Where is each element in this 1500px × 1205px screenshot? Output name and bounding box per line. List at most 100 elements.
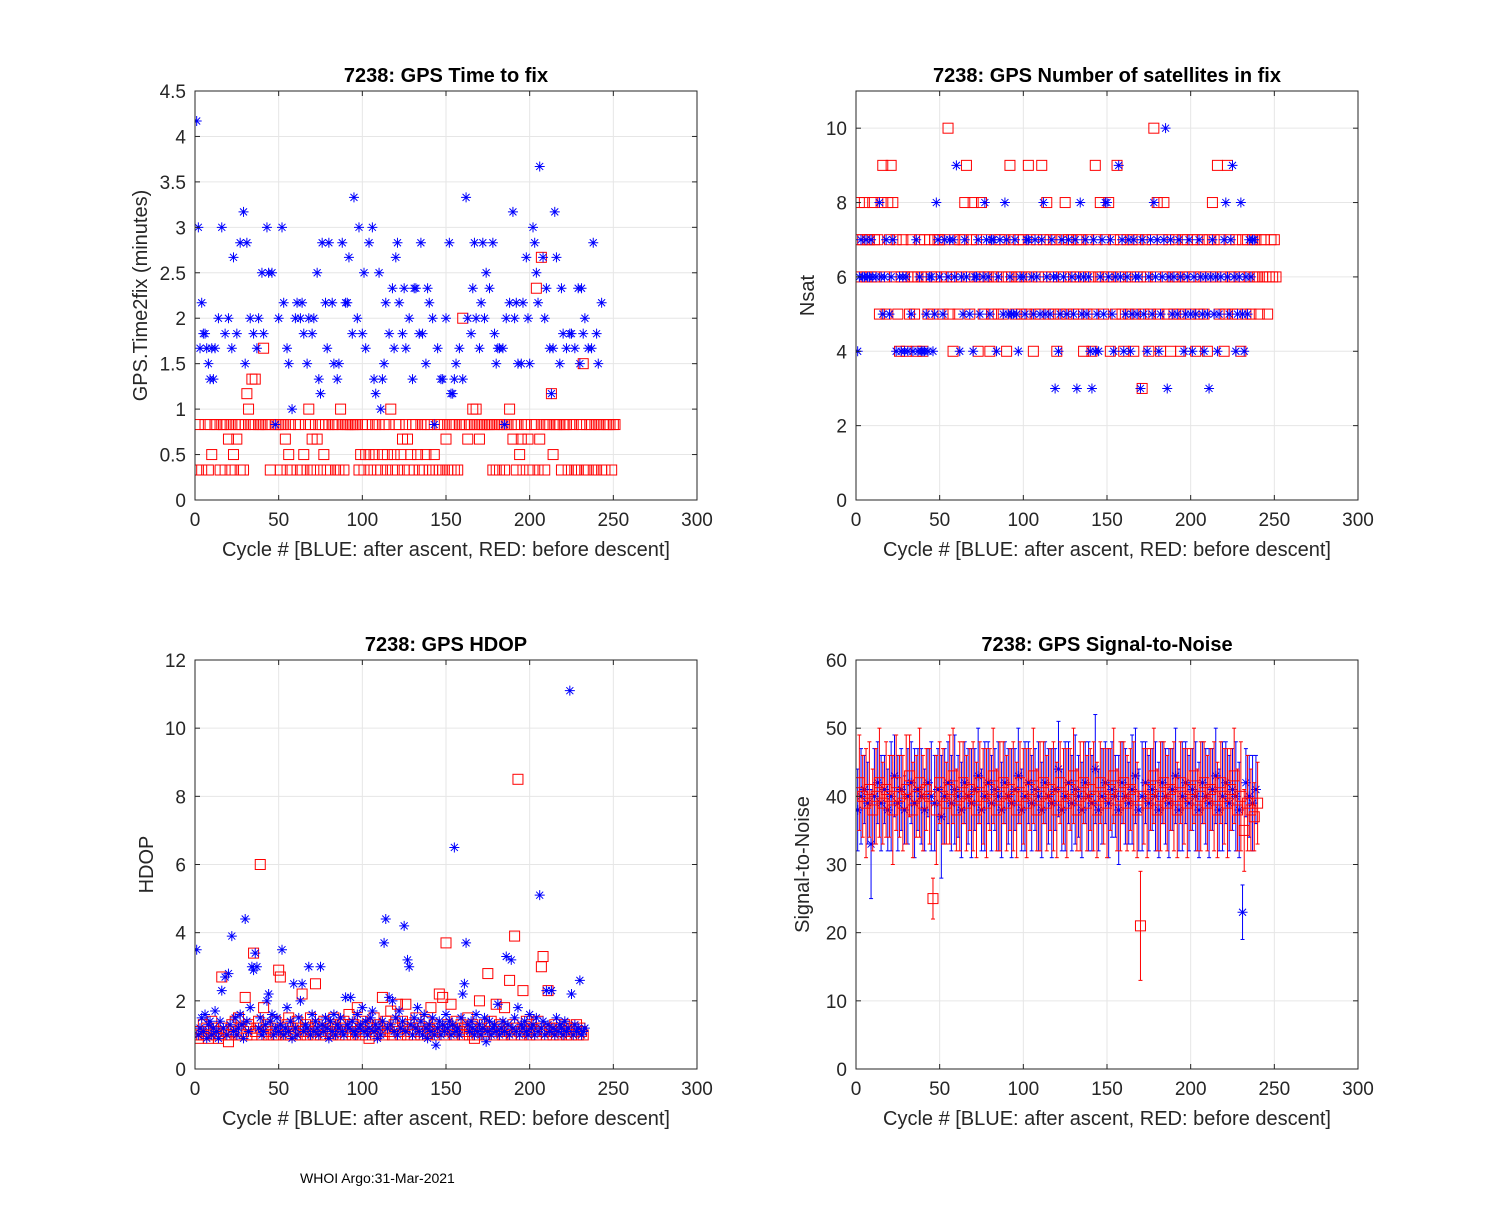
data-point-star: [983, 271, 994, 282]
data-point-star: [891, 346, 902, 357]
data-point-square: [994, 790, 1006, 802]
y-tick-label: 4: [175, 924, 186, 945]
data-point-star: [1155, 309, 1166, 320]
data-point-star: [1080, 234, 1091, 245]
data-point-star: [251, 343, 262, 354]
chart-title: 7238: GPS HDOP: [365, 634, 527, 656]
data-point-star: [551, 252, 562, 263]
data-point-star: [1219, 234, 1230, 245]
data-point-square: [243, 403, 255, 415]
data-point-square: [311, 433, 323, 445]
data-point-star: [487, 237, 498, 248]
data-point-star: [374, 267, 385, 278]
data-point-square: [522, 433, 534, 445]
data-point-star: [417, 328, 428, 339]
data-point-star: [283, 1026, 294, 1037]
y-tick-label: 3: [175, 218, 186, 239]
data-point-square: [534, 433, 546, 445]
data-point-star: [1050, 383, 1061, 394]
data-point-square: [940, 797, 952, 809]
y-tick-label: 0.5: [160, 446, 186, 467]
data-point-star: [290, 1023, 301, 1034]
data-point-star: [335, 1012, 346, 1023]
data-point-star: [939, 791, 950, 802]
y-axis-label: Signal-to-Noise: [792, 796, 814, 933]
y-tick-label: 60: [826, 651, 847, 672]
data-point-star: [220, 328, 231, 339]
data-point-star: [1214, 804, 1225, 815]
data-point-star: [1235, 197, 1246, 208]
data-point-star: [1128, 234, 1139, 245]
data-point-star: [943, 777, 954, 788]
data-point-star: [579, 313, 590, 324]
data-point-star: [248, 328, 259, 339]
data-point-star: [1212, 346, 1223, 357]
data-point-square: [509, 930, 521, 942]
data-point-star: [210, 1006, 221, 1017]
data-point-star: [1102, 197, 1112, 208]
data-point-star: [456, 1012, 467, 1023]
data-point-square: [1001, 797, 1013, 809]
data-point-star: [1182, 271, 1193, 282]
data-point-star: [429, 419, 440, 430]
data-point-star: [218, 1023, 229, 1034]
data-point-square: [530, 282, 542, 294]
x-tick-label: 0: [190, 1079, 201, 1100]
data-point-star: [1040, 777, 1051, 788]
data-point-star: [270, 419, 281, 430]
data-point-star: [340, 992, 351, 1003]
data-point-star: [312, 267, 323, 278]
data-point-star: [948, 234, 959, 245]
data-point-square: [1215, 777, 1227, 789]
data-point-star: [978, 271, 989, 282]
data-point-square: [437, 991, 449, 1003]
data-point-square: [904, 770, 916, 782]
data-point-star: [195, 115, 202, 126]
data-point-square: [981, 797, 993, 809]
data-point-square: [1024, 784, 1036, 796]
data-point-star: [479, 313, 490, 324]
data-point-square: [510, 464, 522, 476]
data-point-star: [302, 358, 313, 369]
data-point-star: [531, 1012, 542, 1023]
x-axis-label: Cycle # [BLUE: after ascent, RED: before…: [883, 1108, 1331, 1130]
data-point-star: [1185, 309, 1196, 320]
x-tick-label: 200: [514, 1079, 546, 1100]
data-point-star: [1240, 777, 1251, 788]
data-point-square: [202, 464, 214, 476]
data-point-star: [1153, 346, 1164, 357]
data-point-star: [449, 374, 460, 385]
data-point-star: [447, 1019, 458, 1030]
data-point-star: [240, 914, 251, 925]
data-point-star: [1130, 770, 1141, 781]
data-point-star: [566, 989, 577, 1000]
data-point-star: [379, 358, 390, 369]
data-point-square: [1059, 197, 1071, 209]
data-point-square: [226, 464, 238, 476]
data-point-star: [342, 297, 353, 308]
data-point-star: [196, 297, 207, 308]
data-point-star: [509, 313, 520, 324]
data-point-star: [1207, 784, 1218, 795]
x-tick-label: 200: [514, 510, 546, 531]
data-point-star: [1135, 383, 1146, 394]
data-point-star: [1199, 346, 1210, 357]
data-point-square: [917, 797, 929, 809]
data-point-star: [377, 374, 388, 385]
data-point-star: [1152, 234, 1163, 245]
data-point-star: [907, 346, 918, 357]
data-point-star: [364, 237, 375, 248]
data-point-star: [256, 267, 267, 278]
data-point-star: [419, 1009, 430, 1020]
data-point-star: [328, 1009, 339, 1020]
data-point-star: [205, 1016, 216, 1027]
data-point-star: [427, 1012, 438, 1023]
data-point-star: [1205, 271, 1216, 282]
data-point-square: [239, 991, 251, 1003]
data-point-star: [1225, 234, 1236, 245]
data-point-star: [320, 1012, 331, 1023]
data-point-star: [409, 1012, 420, 1023]
data-point-star: [1133, 271, 1144, 282]
data-point-star: [200, 328, 211, 339]
data-point-star: [1237, 309, 1248, 320]
